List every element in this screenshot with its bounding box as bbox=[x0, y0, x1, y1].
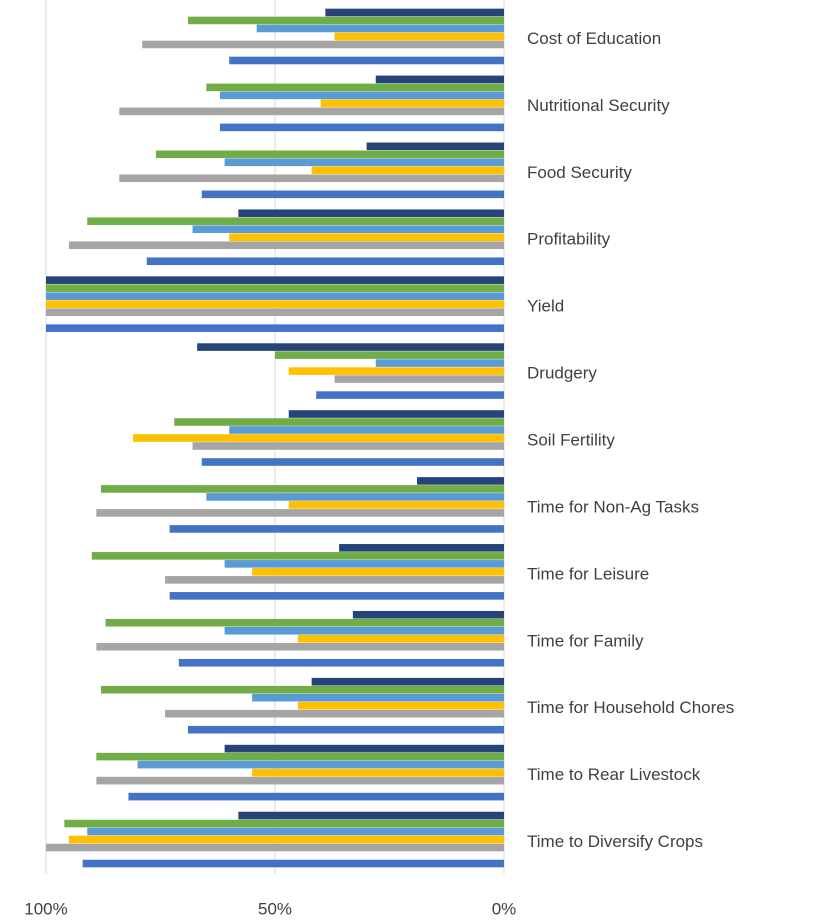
bar bbox=[229, 56, 504, 65]
bar bbox=[375, 359, 504, 367]
bar bbox=[252, 568, 504, 576]
bar bbox=[224, 158, 504, 167]
bar bbox=[297, 701, 504, 710]
bar bbox=[46, 324, 504, 332]
bar bbox=[146, 257, 504, 266]
bar bbox=[288, 410, 504, 418]
bar bbox=[105, 618, 504, 627]
category-label: Time to Rear Livestock bbox=[527, 765, 701, 784]
bar bbox=[178, 658, 504, 667]
bar bbox=[169, 592, 504, 600]
category-label: Food Security bbox=[527, 163, 632, 182]
bar bbox=[224, 626, 504, 635]
bar bbox=[119, 107, 504, 116]
bar bbox=[288, 367, 504, 375]
bar bbox=[119, 174, 504, 183]
category-label: Soil Fertility bbox=[527, 430, 615, 449]
bar bbox=[311, 677, 504, 686]
x-tick-label: 100% bbox=[24, 899, 67, 918]
bar bbox=[96, 509, 504, 517]
category-label: Drudgery bbox=[527, 364, 597, 383]
bar bbox=[155, 150, 505, 159]
bar bbox=[68, 835, 505, 844]
bar bbox=[165, 576, 504, 584]
bar bbox=[169, 525, 504, 533]
bar bbox=[87, 217, 504, 226]
bar bbox=[82, 859, 504, 868]
bar bbox=[297, 634, 504, 643]
bar bbox=[46, 300, 504, 308]
bar bbox=[133, 434, 504, 442]
bar bbox=[339, 544, 504, 552]
bar bbox=[320, 99, 504, 108]
bar bbox=[416, 477, 504, 485]
bar bbox=[252, 693, 504, 702]
bar bbox=[201, 458, 504, 466]
bar bbox=[334, 375, 504, 383]
bar bbox=[100, 485, 505, 493]
bar bbox=[137, 760, 504, 769]
bar bbox=[229, 233, 504, 242]
bar bbox=[229, 426, 504, 434]
bar bbox=[201, 190, 504, 199]
bar bbox=[96, 752, 504, 761]
category-label: Time to Diversify Crops bbox=[527, 832, 703, 851]
bar bbox=[46, 276, 504, 284]
bar bbox=[87, 827, 504, 836]
bar bbox=[238, 811, 505, 820]
bar bbox=[288, 501, 504, 509]
category-label: Yield bbox=[527, 297, 564, 316]
category-label: Time for Family bbox=[527, 631, 644, 650]
bar bbox=[366, 142, 504, 151]
bar bbox=[206, 493, 505, 501]
bar bbox=[224, 744, 504, 753]
bar bbox=[325, 8, 504, 17]
bar bbox=[96, 642, 504, 651]
bar bbox=[334, 32, 504, 41]
bar bbox=[46, 843, 504, 852]
bar bbox=[100, 685, 505, 694]
category-label: Time for Leisure bbox=[527, 564, 649, 583]
bar bbox=[96, 776, 504, 785]
bar bbox=[46, 308, 504, 316]
bar bbox=[165, 709, 504, 718]
bar bbox=[46, 284, 504, 292]
bar bbox=[224, 560, 504, 568]
bar bbox=[238, 209, 505, 218]
bar bbox=[197, 343, 504, 351]
category-label: Cost of Education bbox=[527, 29, 661, 48]
category-label: Time for Non-Ag Tasks bbox=[527, 497, 699, 516]
bar bbox=[256, 24, 504, 33]
bar bbox=[311, 166, 504, 175]
bar bbox=[187, 725, 505, 734]
bar bbox=[220, 123, 505, 132]
bar bbox=[375, 75, 504, 84]
bar bbox=[91, 552, 505, 560]
x-tick-label: 0% bbox=[492, 899, 517, 918]
bar bbox=[275, 351, 504, 359]
bar bbox=[192, 442, 504, 450]
bar bbox=[220, 91, 505, 100]
bar bbox=[206, 83, 505, 92]
category-label: Profitability bbox=[527, 230, 611, 249]
bar bbox=[142, 40, 504, 49]
bar bbox=[68, 241, 505, 250]
category-label: Time for Household Chores bbox=[527, 698, 734, 717]
bar bbox=[174, 418, 505, 426]
x-tick-label: 50% bbox=[258, 899, 292, 918]
bar bbox=[64, 819, 504, 828]
bar bbox=[187, 16, 505, 25]
bar bbox=[252, 768, 504, 777]
category-label: Nutritional Security bbox=[527, 96, 670, 115]
bar bbox=[46, 292, 504, 300]
bar bbox=[316, 391, 504, 399]
bar bbox=[128, 792, 504, 801]
bar bbox=[352, 610, 504, 619]
bar bbox=[192, 225, 504, 234]
